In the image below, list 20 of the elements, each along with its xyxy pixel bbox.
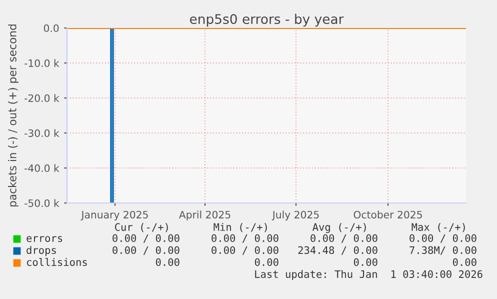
text: 0.00 / 0.00 0.00 / 0.00 234.48 / 0.00 7.38M/ 0.00 bbox=[112, 246, 476, 255]
y-axis-title: packets in (-) / out (+) per second bbox=[8, 24, 18, 206]
x-tick-label: October 2025 bbox=[354, 210, 422, 218]
y-tick-label: -30.0 k bbox=[24, 129, 60, 137]
chart-title: enp5s0 errors - by year bbox=[190, 14, 344, 27]
text: 0.00 / 0.00 0.00 / 0.00 0.00 / 0.00 0.00 / 0.00 bbox=[112, 234, 476, 243]
legend-label: errors bbox=[26, 236, 62, 242]
legend-label: collisions bbox=[26, 258, 87, 266]
text: Last update: Thu Jan 1 03:40:00 2026 bbox=[255, 270, 482, 280]
x-tick-label: April 2025 bbox=[178, 210, 230, 220]
legend-label: drops bbox=[26, 246, 56, 256]
text: 0.00 0.00 0.00 0.00 bbox=[156, 258, 476, 266]
y-tick-label: 0.0 bbox=[44, 24, 59, 32]
y-tick-label: -50.0 k bbox=[24, 199, 60, 207]
y-tick-label: -10.0 k bbox=[24, 59, 60, 67]
text: Cur (-/+) Min (-/+) Avg (-/+) Max (-/+) bbox=[115, 222, 465, 234]
y-tick-label: -20.0 k bbox=[24, 94, 60, 102]
y-tick-label: -40.0 k bbox=[24, 164, 60, 172]
x-tick-label: July 2025 bbox=[272, 210, 319, 220]
x-tick-label: January 2025 bbox=[80, 210, 148, 220]
